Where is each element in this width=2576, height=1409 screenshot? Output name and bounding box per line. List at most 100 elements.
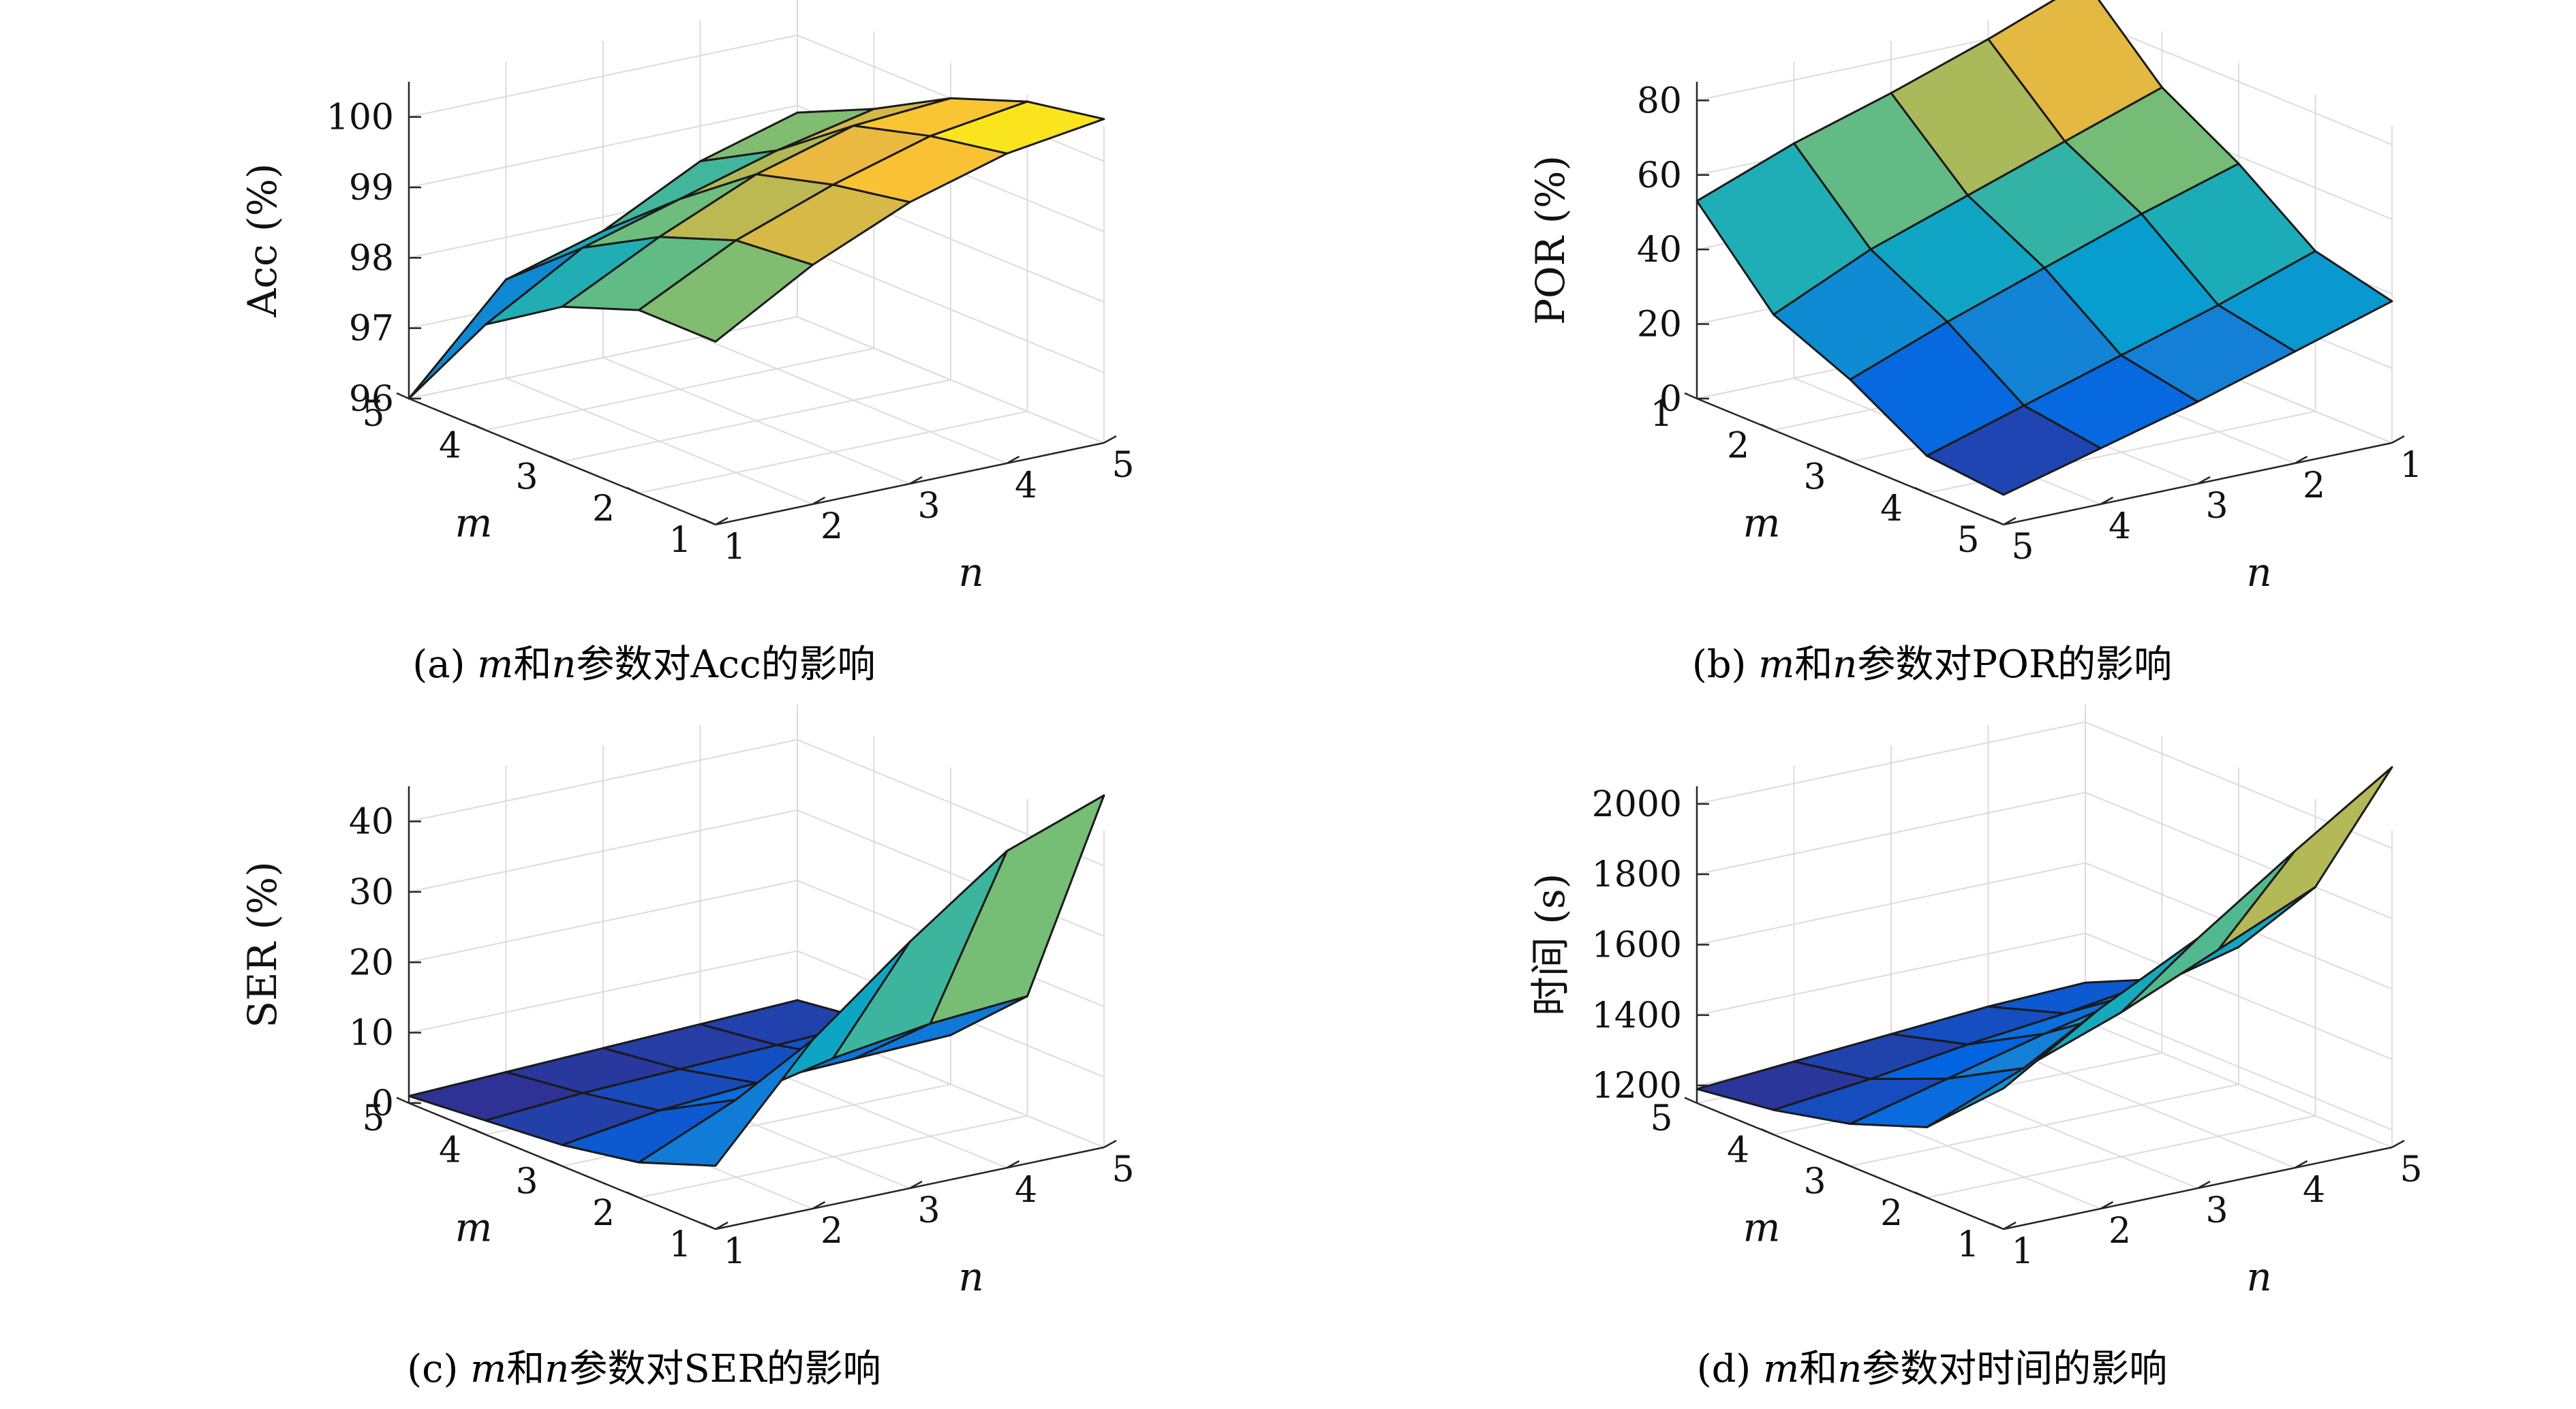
- n-tick-label: 5: [1111, 1149, 1134, 1190]
- n-tick-label: 2: [821, 506, 843, 547]
- m-tick-label: 1: [1650, 394, 1672, 435]
- m-tick: [703, 1222, 716, 1230]
- m-tick-label: 1: [669, 520, 691, 561]
- m-tick: [549, 1160, 563, 1167]
- surface: [408, 794, 1105, 1167]
- z-tick-label: 1800: [1592, 854, 1682, 895]
- m-tick-label: 5: [1957, 520, 1979, 561]
- n-tick: [2100, 1201, 2114, 1210]
- surface: [1696, 766, 2393, 1128]
- floor-grid-line: [700, 337, 1007, 464]
- m-axis-label: m: [1743, 500, 1781, 546]
- z-tick-label: 100: [326, 97, 394, 138]
- caption-suffix: 参数对Acc的影响: [576, 642, 876, 687]
- m-tick-label: 2: [1880, 1193, 1903, 1234]
- m-tick: [703, 518, 716, 526]
- n-tick: [1103, 1139, 1117, 1149]
- n-tick: [909, 1180, 923, 1190]
- m-tick-label: 4: [439, 425, 461, 466]
- n-tick-label: 1: [723, 1231, 746, 1272]
- caption-var-n: n: [1833, 642, 1858, 687]
- z-axis-label: POR (%): [1527, 155, 1574, 325]
- z-axis-label: SER (%): [239, 861, 286, 1028]
- m-tick-label: 2: [592, 1193, 615, 1234]
- m-axis-label: m: [1743, 1205, 1781, 1251]
- n-tick: [715, 1221, 729, 1230]
- n-tick-label: 5: [2399, 1149, 2422, 1190]
- chart-panel-ser: 5 4 3 2 1 1 2 3 4 5 0 10 20 30 40 m n SER (%) (c) m和n参数对S…: [0, 704, 1288, 1409]
- n-tick-label: 1: [2011, 1231, 2034, 1272]
- n-tick-label: 4: [1015, 465, 1037, 506]
- caption-acc: (a) m和n参数对Acc的影响: [0, 634, 1288, 689]
- m-tick-label: 5: [1650, 1098, 1672, 1139]
- n-tick: [1103, 435, 1117, 444]
- n-tick-label: 3: [2205, 486, 2228, 527]
- caption-prefix: (c): [407, 1347, 471, 1391]
- n-tick-label: 3: [917, 1190, 940, 1231]
- caption-prefix: (d): [1696, 1347, 1764, 1391]
- surface-patch: [638, 239, 814, 343]
- m-tick-label: 4: [439, 1130, 461, 1171]
- n-tick: [2197, 476, 2211, 485]
- caption-suffix: 参数对SER的影响: [569, 1347, 881, 1391]
- surface-patch: [638, 1038, 814, 1167]
- m-tick: [472, 424, 487, 431]
- caption-conj: 和: [513, 642, 552, 687]
- n-axis-label: n: [958, 1254, 983, 1300]
- m-tick-label: 3: [515, 457, 538, 498]
- m-tick-label: 3: [1803, 1162, 1826, 1203]
- z-tick-label: 99: [349, 168, 394, 208]
- z-tick-label: 10: [349, 1013, 394, 1054]
- n-tick-label: 5: [1111, 445, 1134, 486]
- wall-grid-line: [1696, 862, 2393, 990]
- m-tick: [1760, 1128, 1775, 1136]
- n-tick: [909, 476, 923, 485]
- m-tick-label: 1: [669, 1224, 691, 1265]
- surface-patch: [1926, 404, 2102, 496]
- z-axis-label: 时间 (s): [1527, 873, 1574, 1016]
- n-tick: [2100, 496, 2114, 506]
- n-tick-label: 4: [2109, 506, 2131, 547]
- floor-grid-line: [1988, 1041, 2295, 1168]
- m-tick: [396, 392, 410, 400]
- n-tick: [2391, 435, 2405, 444]
- n-tick: [1006, 455, 1020, 465]
- grid-lines: [1696, 704, 2393, 1230]
- wall-grid-line: [1696, 932, 2393, 1060]
- chart-panel-acc: 5 4 3 2 1 1 2 3 4 5 96 97 98 99 100 m n Acc (%) (a) m和n参数…: [0, 0, 1288, 704]
- n-tick: [715, 516, 729, 526]
- n-axis-label: n: [958, 549, 983, 595]
- caption-por: (b) m和n参数对POR的影响: [1288, 634, 2576, 689]
- z-tick-label: 0: [371, 1083, 394, 1124]
- z-tick-label: 97: [349, 309, 394, 350]
- caption-var-m: m: [1758, 642, 1795, 687]
- wall-grid-line: [408, 315, 1105, 444]
- n-tick: [2003, 1221, 2017, 1230]
- m-tick-label: 4: [1880, 489, 1903, 529]
- n-axis-label: n: [2246, 1254, 2271, 1300]
- m-tick: [1914, 486, 1928, 494]
- z-axis-label: Acc (%): [239, 164, 286, 318]
- n-tick-label: 1: [2399, 445, 2422, 486]
- wall-grid-line: [408, 104, 1105, 232]
- z-tick-label: 20: [1637, 305, 1682, 345]
- n-tick-label: 3: [917, 486, 940, 527]
- n-tick: [1006, 1160, 1020, 1169]
- z-tick-label: 0: [1659, 379, 1682, 420]
- caption-suffix: 参数对时间的影响: [1862, 1347, 2168, 1391]
- n-tick-label: 2: [821, 1211, 843, 1252]
- m-tick-label: 2: [1727, 425, 1749, 466]
- z-tick-label: 20: [349, 942, 394, 983]
- m-tick-label: 2: [592, 489, 615, 529]
- n-axis-label: n: [2246, 549, 2271, 595]
- wall-grid-line: [1696, 721, 2393, 849]
- n-tick-label: 1: [723, 527, 746, 568]
- caption-conj: 和: [1794, 642, 1833, 687]
- m-tick: [626, 1191, 640, 1198]
- m-tick-label: 1: [1957, 1224, 1979, 1265]
- caption-var-n: n: [1837, 1347, 1862, 1391]
